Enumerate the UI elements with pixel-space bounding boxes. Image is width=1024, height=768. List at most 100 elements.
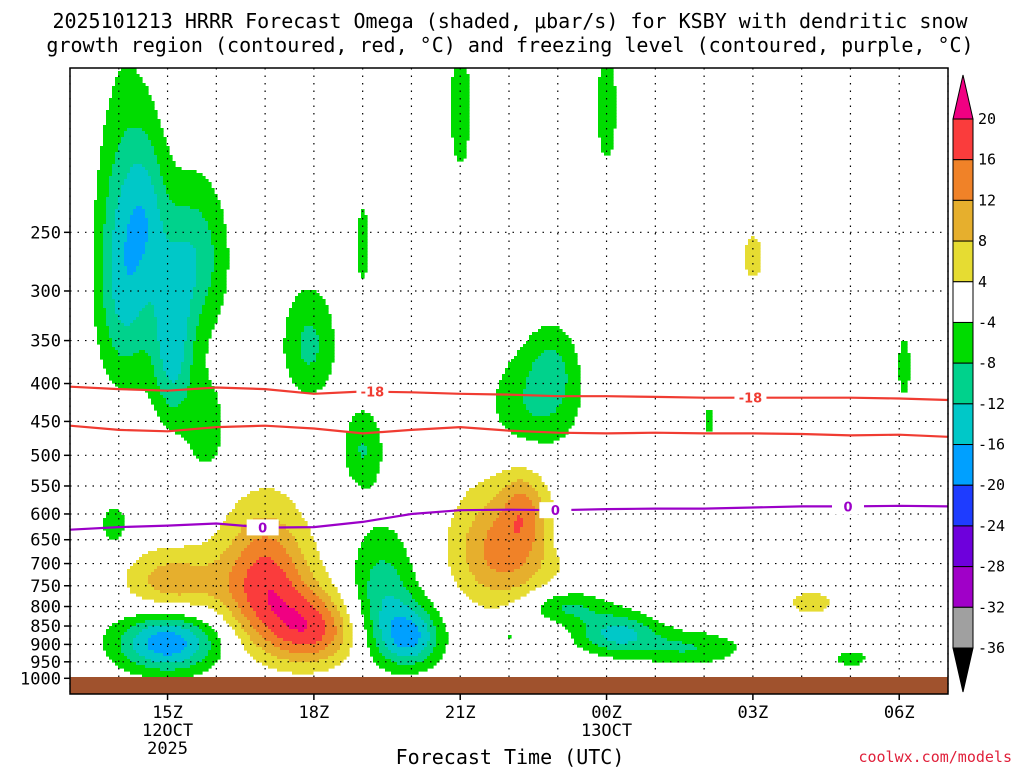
omega-shade-cell <box>157 161 176 165</box>
omega-shade-cell <box>115 77 143 81</box>
omega-shade-cell <box>100 146 119 150</box>
omega-shade-cell <box>199 317 218 321</box>
omega-shade-cell <box>310 602 326 606</box>
omega-shade-cell <box>115 83 146 87</box>
omega-shade-cell <box>292 380 326 384</box>
omega-shade-cell <box>277 668 329 672</box>
omega-shade-cell <box>466 560 488 564</box>
omega-shade-cell <box>148 233 167 237</box>
omega-shade-cell <box>280 647 326 651</box>
omega-shade-cell <box>532 548 545 552</box>
omega-shade-cell <box>127 581 149 585</box>
omega-shade-cell <box>433 623 446 627</box>
omega-shade-cell <box>223 551 242 555</box>
omega-shade-cell <box>172 653 194 657</box>
x-tick-label: 03Z <box>738 703 769 723</box>
omega-shade-cell <box>307 599 323 603</box>
omega-shade-cell <box>430 614 440 618</box>
omega-shade-cell <box>292 560 308 564</box>
omega-shade-cell <box>238 557 260 561</box>
omega-shade-cell <box>421 605 434 609</box>
omega-shade-cell <box>238 620 251 624</box>
omega-shade-cell <box>397 662 416 666</box>
omega-shade-cell <box>343 626 353 630</box>
omega-shade-cell <box>196 260 215 264</box>
omega-shade-cell <box>454 71 467 75</box>
omega-shade-cell <box>394 596 413 600</box>
omega-shade-cell <box>355 479 377 483</box>
omega-shade-cell <box>535 530 545 534</box>
omega-shade-cell <box>106 317 119 321</box>
terrain-surface <box>70 677 948 694</box>
omega-shade-cell <box>166 188 215 192</box>
omega-shade-cell <box>295 587 311 591</box>
omega-shade-cell <box>307 560 323 564</box>
omega-shade-cell <box>331 641 344 645</box>
omega-shade-cell <box>898 365 911 369</box>
omega-shade-cell <box>319 347 335 351</box>
omega-shade-cell <box>106 314 119 318</box>
omega-shade-cell <box>901 389 908 393</box>
omega-shade-cell <box>241 638 251 642</box>
omega-shade-cell <box>370 530 395 534</box>
omega-shade-cell <box>541 611 566 615</box>
omega-shade-cell <box>157 158 173 162</box>
omega-shade-cell <box>361 608 371 612</box>
omega-shade-cell <box>451 122 470 126</box>
omega-shade-cell <box>124 653 140 657</box>
omega-shade-cell <box>208 287 227 291</box>
omega-shade-cell <box>247 545 284 549</box>
y-tick-label: 250 <box>30 223 61 243</box>
omega-shade-cell <box>118 206 137 210</box>
omega-shade-cell <box>190 443 221 447</box>
omega-shade-cell <box>283 545 299 549</box>
omega-shade-cell <box>331 611 341 615</box>
omega-shade-cell <box>598 125 617 129</box>
omega-shade-cell <box>520 584 542 588</box>
omega-shade-cell <box>535 527 545 531</box>
omega-shade-cell <box>208 605 227 609</box>
omega-shade-cell <box>601 137 614 141</box>
omega-shade-cell <box>391 629 419 633</box>
omega-shade-cell <box>184 341 194 345</box>
omega-shade-cell <box>349 467 380 471</box>
omega-shade-cell <box>448 527 470 531</box>
omega-shade-cell <box>115 155 158 159</box>
omega-shade-cell <box>106 212 116 216</box>
omega-shade-cell <box>157 197 170 201</box>
omega-shade-cell <box>565 611 596 615</box>
omega-shade-cell <box>157 383 191 387</box>
omega-shade-cell <box>418 629 428 633</box>
omega-shade-cell <box>430 635 437 639</box>
omega-shade-cell <box>304 326 314 330</box>
omega-shade-cell <box>112 281 197 285</box>
omega-shade-cell <box>199 458 212 462</box>
omega-shade-cell <box>451 86 470 90</box>
omega-shade-cell <box>466 557 485 561</box>
omega-shade-cell <box>226 620 239 624</box>
omega-shade-cell <box>289 308 329 312</box>
omega-shade-cell <box>517 515 521 519</box>
omega-shade-cell <box>286 353 302 357</box>
omega-shade-cell <box>322 638 335 642</box>
omega-shade-cell <box>238 602 251 606</box>
omega-shade-cell <box>502 377 527 381</box>
omega-shade-cell <box>103 137 122 141</box>
omega-shade-cell <box>199 314 218 318</box>
omega-shade-cell <box>103 263 113 267</box>
omega-shade-cell <box>109 107 155 111</box>
omega-shade-cell <box>412 593 425 597</box>
omega-shade-cell <box>202 659 218 663</box>
omega-shade-cell <box>745 263 761 267</box>
omega-shade-cell <box>103 239 113 243</box>
omega-shade-cell <box>298 542 317 546</box>
omega-shade-cell <box>301 347 320 351</box>
omega-shade-cell <box>466 548 485 552</box>
omega-shade-cell <box>661 635 719 639</box>
omega-shade-cell <box>94 248 104 252</box>
omega-shade-cell <box>511 359 536 363</box>
omega-shade-cell <box>214 533 239 537</box>
omega-shade-cell <box>118 350 140 354</box>
colorbar-segment <box>952 403 974 446</box>
omega-shade-cell <box>472 521 494 525</box>
